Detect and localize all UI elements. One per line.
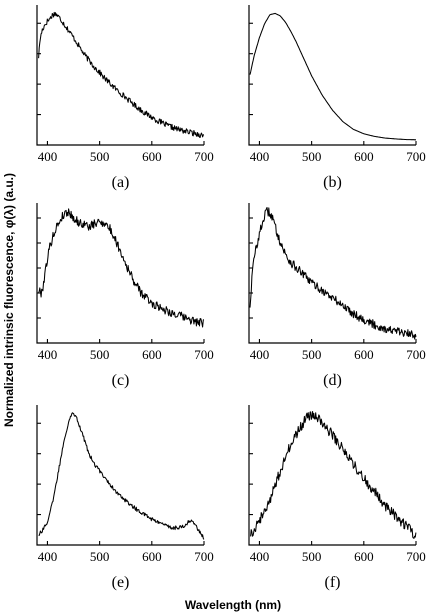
spectrum-line	[38, 208, 205, 328]
spectrum-line	[249, 206, 417, 340]
panel-label: (a)	[112, 174, 130, 191]
x-tick-label: 400	[38, 549, 58, 564]
chart-panel-6: 400 500 600 700 (f)	[248, 405, 426, 591]
chart-panel-3: 400 500 600 700 (c)	[36, 203, 214, 389]
x-tick-label: 400	[38, 347, 58, 362]
x-tick-label: 500	[302, 549, 322, 564]
panel-label: (d)	[323, 372, 342, 389]
panels-group: 400 500 600 700 (a) 400 500 600 700 (b) 400 500 600 7…	[36, 5, 426, 591]
x-tick-label: 600	[142, 347, 162, 362]
x-tick-label: 600	[142, 149, 162, 164]
x-tick-label: 500	[90, 347, 110, 362]
panel-label: (f)	[325, 574, 341, 591]
axis-frame	[248, 405, 416, 546]
x-tick-label: 600	[142, 549, 162, 564]
spectrum-line	[250, 410, 417, 539]
axis-frame	[248, 203, 416, 344]
axis-frame	[36, 405, 204, 546]
axis-frame	[36, 5, 204, 146]
x-tick-label: 500	[302, 149, 322, 164]
x-tick-label: 600	[354, 549, 374, 564]
spectrum-line	[38, 412, 205, 540]
chart-panel-1: 400 500 600 700 (a)	[36, 5, 214, 191]
x-tick-label: 700	[406, 549, 426, 564]
x-tick-label: 700	[406, 347, 426, 362]
x-tick-label: 700	[194, 347, 214, 362]
x-tick-label: 500	[302, 347, 322, 362]
x-tick-label: 400	[250, 549, 270, 564]
chart-panel-2: 400 500 600 700 (b)	[248, 5, 426, 191]
x-tick-label: 700	[406, 149, 426, 164]
panel-label: (e)	[112, 574, 130, 591]
chart-panel-4: 400 500 600 700 (d)	[248, 203, 426, 389]
spectrum-line	[38, 11, 205, 139]
chart-panel-5: 400 500 600 700 (e)	[36, 405, 214, 591]
axis-frame	[248, 5, 416, 146]
x-axis-title: Wavelength (nm)	[185, 598, 281, 612]
x-tick-label: 600	[354, 347, 374, 362]
panel-label: (c)	[112, 372, 130, 389]
x-tick-label: 400	[250, 347, 270, 362]
x-tick-label: 500	[90, 149, 110, 164]
x-tick-label: 700	[194, 549, 214, 564]
axis-frame	[36, 203, 204, 344]
x-tick-label: 400	[250, 149, 270, 164]
x-tick-label: 700	[194, 149, 214, 164]
y-axis-title: Normalized intrinsic fluorescence, φ(λ) …	[2, 173, 16, 427]
spectrum-line	[249, 12, 416, 141]
panel-label: (b)	[323, 174, 342, 191]
x-tick-label: 400	[38, 149, 58, 164]
x-tick-label: 600	[354, 149, 374, 164]
x-tick-label: 500	[90, 549, 110, 564]
